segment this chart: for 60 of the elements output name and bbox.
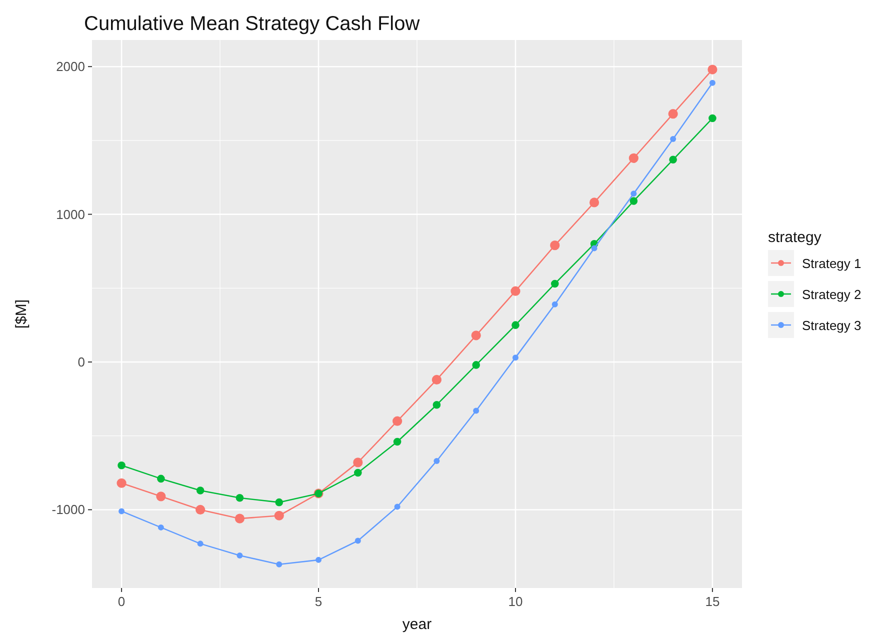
point (394, 504, 400, 510)
point (275, 498, 284, 506)
legend-label: Strategy 3 (802, 318, 862, 333)
point (472, 361, 480, 369)
point (197, 540, 204, 547)
point (158, 524, 164, 530)
point (234, 514, 245, 524)
point (512, 321, 520, 329)
point (669, 156, 677, 164)
point (471, 330, 481, 340)
point (552, 301, 558, 308)
point (354, 538, 361, 544)
point (512, 354, 518, 361)
point (196, 504, 206, 515)
point (118, 508, 125, 514)
y-tick-label: 1000 (56, 206, 85, 222)
point (550, 240, 560, 250)
legend-label: Strategy 2 (802, 287, 862, 302)
point (628, 153, 638, 163)
point (156, 492, 166, 502)
point (434, 458, 440, 464)
y-tick-label: 0 (78, 354, 85, 370)
x-tick-label: 10 (508, 594, 523, 609)
point (591, 245, 598, 252)
point (392, 416, 402, 426)
point (510, 286, 520, 296)
point (116, 478, 126, 488)
point (670, 136, 676, 142)
x-axis-title: year (402, 616, 432, 633)
point (432, 400, 441, 409)
x-tick-label: 0 (118, 594, 126, 609)
point (274, 510, 284, 520)
point (550, 280, 559, 288)
legend-title: strategy (768, 229, 822, 246)
chart-title: Cumulative Mean Strategy Cash Flow (84, 13, 420, 35)
point (708, 114, 716, 122)
x-tick-label: 5 (314, 594, 322, 609)
point (708, 64, 718, 74)
point (432, 374, 442, 385)
point (353, 458, 363, 468)
y-axis-title: [$M] (13, 299, 30, 329)
point (393, 438, 402, 446)
point (118, 462, 126, 470)
point (157, 474, 165, 483)
legend-label: Strategy 1 (802, 256, 862, 271)
point (196, 486, 204, 494)
point (630, 190, 637, 197)
point (354, 468, 362, 477)
y-tick-label: 2000 (56, 59, 85, 74)
point (316, 556, 322, 563)
point (589, 198, 600, 208)
point (709, 80, 716, 86)
point (668, 109, 678, 119)
point (236, 552, 243, 559)
y-tick-label: -1000 (52, 502, 85, 518)
point (473, 408, 480, 414)
point (630, 197, 638, 205)
point (276, 561, 282, 568)
x-tick-label: 15 (705, 594, 720, 609)
point (236, 494, 244, 502)
